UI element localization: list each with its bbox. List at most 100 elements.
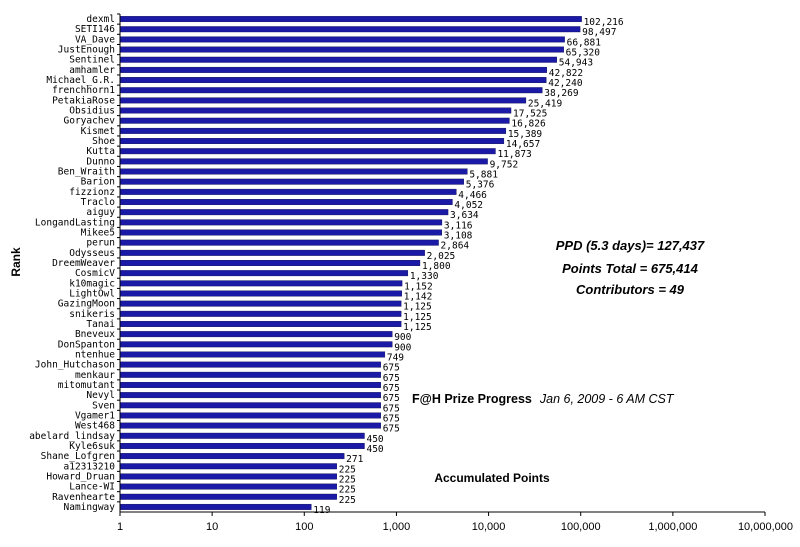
value-label: 25,419 [528, 98, 563, 109]
bar [119, 158, 488, 165]
category-label: snikeris [69, 309, 115, 320]
category-label: GazingMoon [58, 299, 115, 310]
bar [119, 422, 381, 429]
bar [119, 117, 510, 124]
bar [119, 188, 457, 195]
bar [119, 321, 402, 327]
value-label: 675 [383, 393, 400, 404]
bar-group [119, 16, 582, 510]
value-label: 42,240 [548, 78, 583, 89]
value-label: 450 [366, 444, 383, 455]
category-label: SETI146 [75, 24, 115, 35]
x-tick-label: 10,000,000 [738, 521, 793, 533]
y-axis [117, 13, 121, 512]
category-label: Barion [81, 177, 115, 188]
category-label: Ben_Wraith [58, 167, 115, 178]
category-label: JustEnough [58, 45, 115, 56]
bar [119, 36, 565, 43]
category-label: John_Hutchason [35, 360, 115, 371]
category-label: Traclo [81, 197, 116, 208]
bar [119, 412, 381, 419]
bar [119, 483, 337, 490]
bar [119, 270, 409, 277]
category-label: perun [86, 238, 115, 249]
x-axis: 1 10 100 1,000 10,000 100,000 1,000,000 10,000,… [117, 511, 793, 533]
x-tick-label: 1 [117, 521, 123, 533]
category-label: Howard_Druan [46, 471, 115, 482]
value-label: 1,125 [403, 322, 432, 333]
progress-date: Jan 6, 2009 - 6 AM CST [539, 392, 675, 406]
value-label: 11,873 [497, 149, 531, 160]
bar [119, 351, 386, 358]
category-label: abelard_lindsay [29, 431, 115, 442]
bar [119, 290, 402, 297]
category-label: VA_Dave [75, 34, 115, 45]
value-label: 675 [383, 363, 400, 374]
category-labels: dexmlSETI146VA_DaveJustEnoughSentinelamh… [29, 14, 115, 513]
category-label: CosmicV [75, 268, 115, 279]
bar [119, 77, 547, 84]
value-label: 5,881 [469, 170, 498, 181]
value-label: 1,152 [404, 281, 433, 292]
category-label: Bneveux [75, 329, 115, 340]
bar [119, 453, 345, 460]
value-label: 1,142 [404, 291, 433, 302]
value-label: 5,376 [466, 180, 495, 191]
bar [119, 66, 547, 73]
bar [119, 199, 453, 205]
category-label: Kyle6suk [69, 441, 115, 452]
category-label: mitomutant [58, 380, 115, 391]
bar [119, 503, 312, 510]
value-label: 675 [383, 413, 400, 424]
value-label: 65,320 [566, 48, 601, 59]
category-label: Goryachev [64, 116, 116, 127]
category-label: DonSpanton [58, 339, 115, 350]
x-tick-label: 10,000 [472, 521, 506, 533]
progress-title: F@H Prize Progress [412, 392, 532, 406]
category-label: a12313210 [64, 461, 116, 472]
bar [119, 87, 543, 94]
category-label: dexml [86, 14, 115, 25]
category-label: PetakiaRose [52, 95, 115, 106]
points-total-annotation: Points Total = 675,414 [562, 261, 698, 276]
value-label: 1,125 [403, 302, 432, 313]
value-label: 66,881 [567, 37, 602, 48]
bar [119, 239, 439, 246]
bar [119, 300, 402, 307]
bar [119, 168, 468, 175]
value-label: 271 [346, 454, 363, 465]
category-label: frenchhorn1 [52, 85, 115, 96]
bar [119, 371, 381, 378]
category-label: amhamler [69, 65, 115, 76]
bar [119, 127, 507, 134]
category-label: fizzionz [69, 187, 115, 198]
bar [119, 148, 496, 155]
category-label: k10magic [69, 278, 115, 289]
category-label: LongandLasting [35, 217, 115, 228]
value-label: 54,943 [559, 58, 593, 69]
value-label: 1,125 [403, 312, 432, 323]
category-label: Kismet [81, 126, 115, 137]
value-label: 15,389 [508, 129, 543, 140]
value-label: 17,525 [513, 109, 547, 120]
bar [119, 229, 443, 236]
category-label: Michael_G.R. [46, 75, 115, 86]
value-label: 675 [383, 373, 400, 384]
bar [119, 361, 381, 368]
category-label: West468 [75, 421, 115, 432]
category-label: Tanai [86, 319, 115, 330]
progress-caption: F@H Prize Progress Jan 6, 2009 - 6 AM CS… [412, 390, 675, 407]
bar [119, 138, 505, 144]
value-label: 450 [366, 434, 383, 445]
bar [119, 219, 443, 226]
value-label: 225 [339, 485, 356, 496]
bar [119, 341, 393, 348]
value-label: 2,864 [441, 241, 470, 252]
bar [119, 209, 449, 216]
bar [119, 107, 512, 114]
category-label: menkaur [75, 370, 115, 381]
value-label: 675 [383, 403, 400, 414]
bar [119, 260, 421, 266]
category-label: Ravenhearte [52, 492, 115, 503]
